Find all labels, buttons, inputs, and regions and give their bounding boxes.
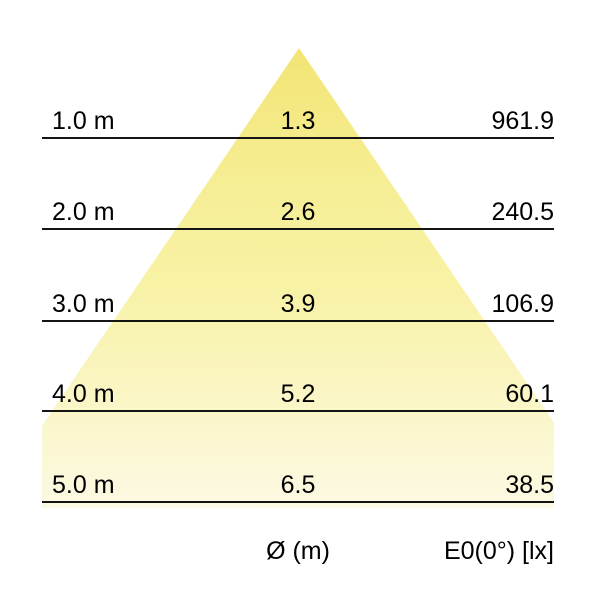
measurement-line <box>42 410 554 412</box>
illuminance-value: 38.5 <box>505 471 554 499</box>
distance-label: 2.0 m <box>52 198 115 226</box>
cone-row-4m: 4.0 m 5.2 60.1 <box>42 382 554 412</box>
diameter-value: 3.9 <box>280 290 316 318</box>
distance-label: 3.0 m <box>52 290 115 318</box>
diameter-value: 6.5 <box>280 471 316 499</box>
cone-row-3m: 3.0 m 3.9 106.9 <box>42 292 554 322</box>
illuminance-value: 240.5 <box>491 198 554 226</box>
column-headers: Ø (m) E0(0°) [lx] <box>42 536 554 564</box>
illuminance-value: 60.1 <box>505 380 554 408</box>
cone-row-2m: 2.0 m 2.6 240.5 <box>42 200 554 230</box>
diameter-value: 2.6 <box>280 198 316 226</box>
measurement-line <box>42 137 554 139</box>
diameter-column-label: Ø (m) <box>266 537 330 565</box>
cone-row-5m: 5.0 m 6.5 38.5 <box>42 473 554 503</box>
illuminance-value: 961.9 <box>491 107 554 135</box>
distance-label: 1.0 m <box>52 107 115 135</box>
diameter-value: 1.3 <box>280 107 316 135</box>
illuminance-column-label: E0(0°) [lx] <box>443 537 554 565</box>
measurement-line <box>42 501 554 503</box>
illuminance-value: 106.9 <box>491 290 554 318</box>
diameter-value: 5.2 <box>280 380 316 408</box>
distance-label: 5.0 m <box>52 471 115 499</box>
measurement-line <box>42 320 554 322</box>
measurement-line <box>42 228 554 230</box>
cone-row-1m: 1.0 m 1.3 961.9 <box>42 109 554 139</box>
distance-label: 4.0 m <box>52 380 115 408</box>
